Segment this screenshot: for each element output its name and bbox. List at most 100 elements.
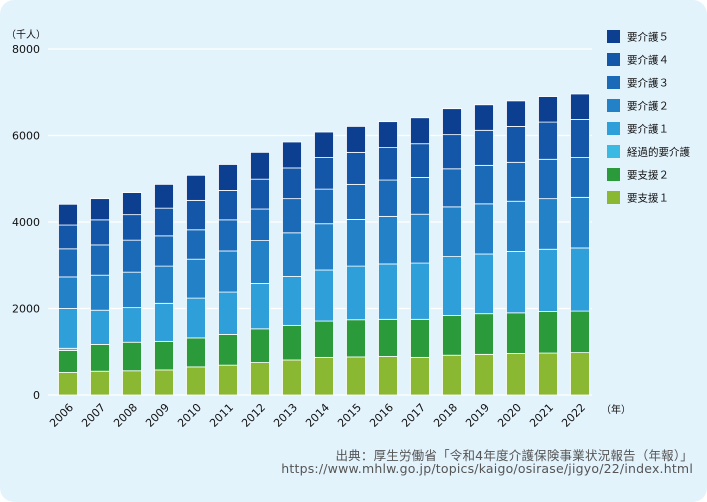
legend-item: 要介護５ — [607, 30, 669, 44]
bar-segment — [538, 158, 558, 200]
bar-segment — [474, 253, 494, 315]
bar-segment — [378, 121, 398, 149]
bar-segment — [186, 258, 206, 299]
source-citation: 出典：厚生労働省「令和4年度介護保険事業状況報告（年報）」 — [335, 448, 693, 463]
bar-segment — [346, 319, 366, 358]
bar-segment — [186, 199, 206, 231]
legend-swatch — [607, 76, 620, 89]
bar-stack-2006 — [58, 203, 78, 396]
bar-stack-2014 — [314, 131, 334, 396]
x-tick-label: 2011 — [207, 401, 236, 430]
bar-segment — [122, 271, 142, 309]
bar-segment — [538, 198, 558, 250]
bar-stack-2007 — [90, 198, 110, 396]
bar-stack-2011 — [218, 164, 238, 396]
bar-segment — [314, 131, 334, 158]
bar-segment — [538, 96, 558, 123]
bar-segment — [154, 183, 174, 209]
bar-segment — [442, 108, 462, 136]
bar-segment — [570, 352, 590, 396]
bar-segment — [154, 235, 174, 267]
legend-item: 要支援２ — [607, 168, 669, 182]
bar-segment — [282, 276, 302, 326]
bar-segment — [410, 356, 430, 396]
bar-segment — [250, 362, 270, 396]
legend-label: 要介護３ — [627, 77, 669, 90]
bar-segment — [410, 117, 430, 145]
x-tick-label: 2013 — [271, 401, 300, 430]
x-tick-label: 2007 — [79, 401, 108, 430]
bar-segment — [122, 341, 142, 372]
x-tick-label: 2014 — [303, 401, 332, 430]
bar-segment — [570, 310, 590, 354]
legend-item: 要介護１ — [607, 122, 669, 136]
x-tick-label: 2008 — [111, 401, 140, 430]
bar-segment — [442, 134, 462, 170]
bar-segment — [314, 320, 334, 358]
bar-segment — [282, 198, 302, 234]
bar-segment — [474, 129, 494, 166]
bar-stack-2019 — [474, 104, 494, 396]
x-tick-label: 2015 — [335, 401, 364, 430]
bar-segment — [474, 353, 494, 396]
bar-segment — [506, 251, 526, 314]
bar-stack-2015 — [346, 126, 366, 396]
bar-segment — [218, 219, 238, 252]
bar-segment — [474, 164, 494, 205]
legend-item: 経過的要介護 — [607, 145, 690, 159]
bar-segment — [506, 353, 526, 396]
bar-segment — [186, 174, 206, 201]
bar-segment — [58, 308, 78, 349]
bar-segment — [122, 307, 142, 343]
bar-segment — [538, 311, 558, 354]
bar-segment — [58, 203, 78, 226]
bar-segment — [410, 318, 430, 358]
bar-segment — [250, 283, 270, 330]
bar-segment — [90, 198, 110, 221]
bar-segment — [282, 141, 302, 169]
legend-swatch — [607, 168, 620, 181]
bar-segment — [314, 223, 334, 271]
bar-segment — [90, 309, 110, 345]
legend-swatch — [607, 30, 620, 43]
bar-segment — [122, 192, 142, 216]
bar-stack-2009 — [154, 183, 174, 396]
bar-segment — [442, 315, 462, 356]
bar-segment — [186, 297, 206, 339]
legend-label: 要支援２ — [627, 169, 669, 182]
bar-segment — [154, 207, 174, 237]
bar-segment — [474, 104, 494, 131]
bar-segment — [314, 188, 334, 225]
bar-segment — [186, 229, 206, 260]
x-tick-label: 2017 — [399, 401, 428, 430]
legend-label: 要介護２ — [627, 100, 669, 113]
x-tick-label: 2016 — [367, 401, 396, 430]
bar-segment — [506, 312, 526, 354]
bar-segment — [378, 356, 398, 396]
bar-segment — [218, 164, 238, 191]
bar-segment — [538, 248, 558, 312]
bar-segment — [250, 208, 270, 241]
bar-segment — [378, 263, 398, 320]
legend-swatch — [607, 191, 620, 204]
y-tick-label: 6000 — [12, 130, 40, 143]
legend-item: 要介護３ — [607, 76, 669, 90]
bar-stack-2020 — [506, 100, 526, 396]
bar-stack-2013 — [282, 141, 302, 396]
x-tick-label: 2022 — [559, 401, 588, 430]
bar-stack-2022 — [570, 93, 590, 396]
bar-segment — [410, 262, 430, 320]
bar-segment — [250, 328, 270, 363]
bar-segment — [122, 214, 142, 241]
legend-item: 要介護４ — [607, 53, 669, 67]
bar-segment — [90, 370, 110, 396]
legend-item: 要介護２ — [607, 99, 669, 113]
bar-segment — [314, 157, 334, 190]
bar-segment — [474, 203, 494, 255]
x-tick-label: 2010 — [175, 401, 204, 430]
bar-segment — [570, 196, 590, 249]
x-tick-label: 2019 — [463, 401, 492, 430]
bar-segment — [58, 350, 78, 373]
y-tick-label: 4000 — [12, 216, 40, 229]
